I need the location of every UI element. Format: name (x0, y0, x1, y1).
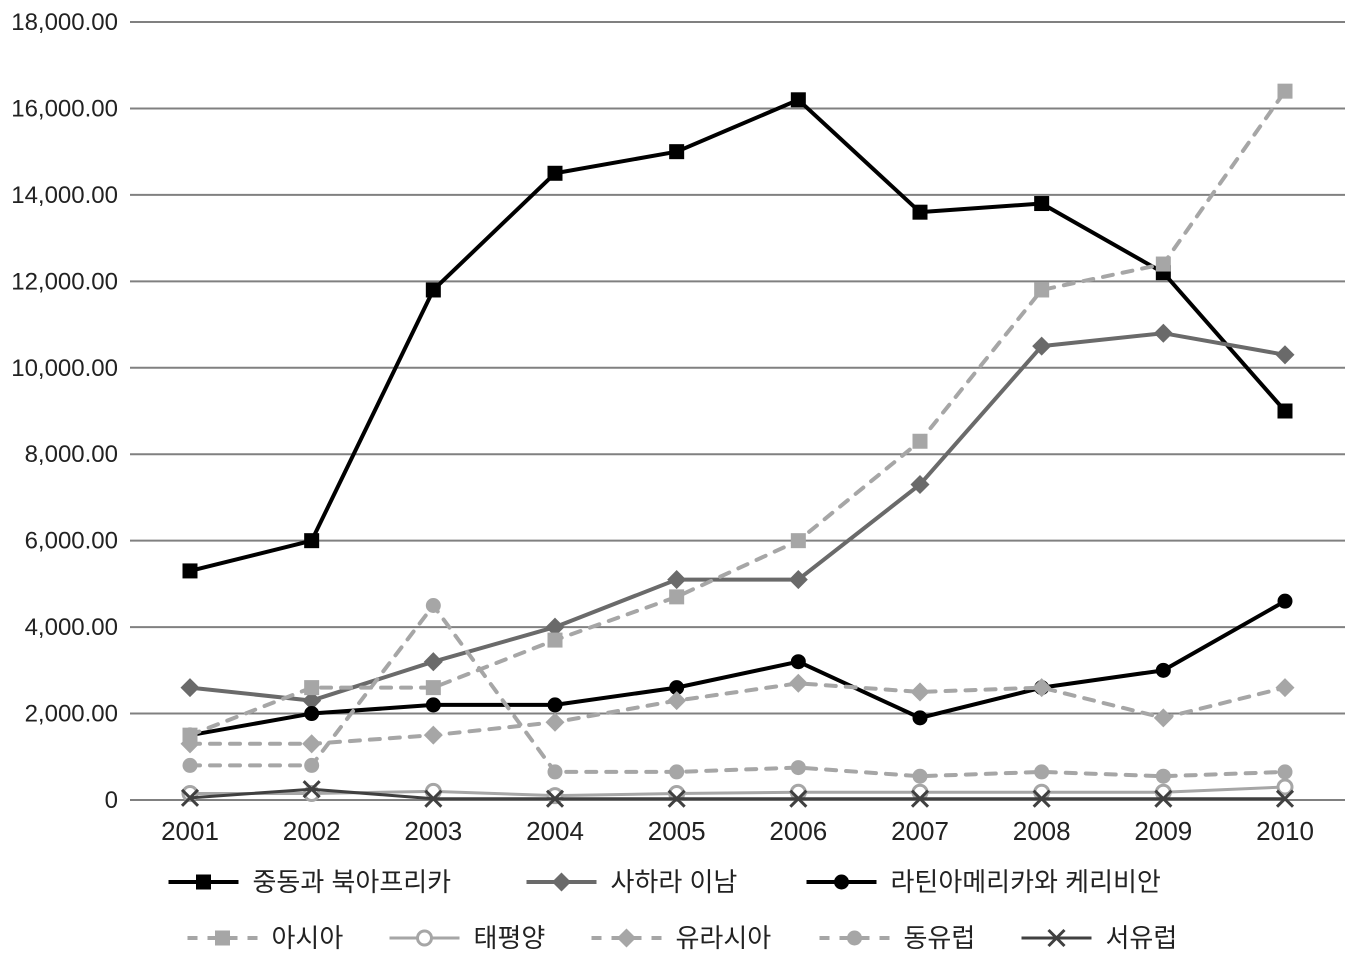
legend-label-lac: 라틴아메리카와 케리비안 (891, 867, 1161, 897)
x-tick-label: 2001 (161, 816, 219, 846)
x-tick-label: 2007 (891, 816, 949, 846)
x-tick-label: 2004 (526, 816, 584, 846)
y-tick-label: 0 (105, 787, 118, 814)
legend-label-eurasia: 유라시아 (676, 923, 772, 953)
x-tick-label: 2003 (404, 816, 462, 846)
legend-label-eeurope: 동유럽 (904, 923, 976, 953)
legend-label-ssa: 사하라 이남 (611, 867, 738, 897)
legend-label-asia: 아시아 (272, 923, 344, 953)
y-tick-label: 8,000.00 (25, 441, 118, 468)
x-tick-label: 2008 (1013, 816, 1071, 846)
y-tick-label: 12,000.00 (11, 268, 118, 295)
chart-svg: 0 2,000.00 4,000.00 6,000.00 8,000.00 10,000.… (0, 0, 1371, 968)
y-tick-label: 10,000.00 (11, 355, 118, 382)
x-tick-label: 2005 (648, 816, 706, 846)
y-tick-label: 14,000.00 (11, 182, 118, 209)
x-tick-label: 2006 (769, 816, 827, 846)
legend-label-pacific: 태평양 (474, 923, 546, 953)
line-chart: 0 2,000.00 4,000.00 6,000.00 8,000.00 10,000.… (0, 0, 1371, 968)
legend-label-mena: 중동과 북아프리카 (253, 867, 452, 897)
y-tick-label: 6,000.00 (25, 528, 118, 555)
y-tick-label: 18,000.00 (11, 9, 118, 36)
y-tick-label: 16,000.00 (11, 95, 118, 122)
x-tick-label: 2009 (1134, 816, 1192, 846)
y-tick-label: 4,000.00 (25, 614, 118, 641)
legend-label-weurope: 서유럽 (1106, 923, 1178, 953)
x-tick-label: 2002 (283, 816, 341, 846)
y-tick-label: 2,000.00 (25, 701, 118, 728)
x-tick-label: 2010 (1256, 816, 1314, 846)
